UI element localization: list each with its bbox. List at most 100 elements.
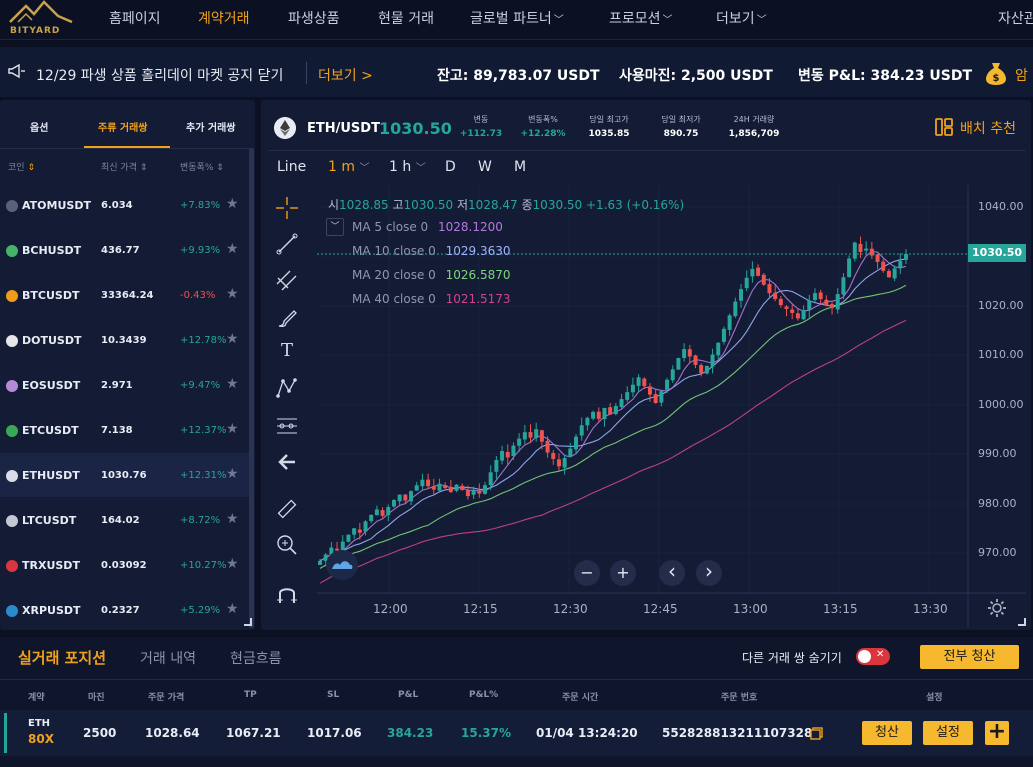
- nav-more[interactable]: 더보기 ﹀: [716, 8, 767, 28]
- nav-promotion-label: 프로모션: [609, 11, 661, 27]
- tf-1m[interactable]: 1 m ﹀: [328, 159, 369, 175]
- channel-icon[interactable]: [276, 270, 298, 292]
- tf-line[interactable]: Line: [277, 159, 307, 175]
- bityard-logo[interactable]: [8, 0, 74, 38]
- favorite-star-icon[interactable]: ★: [226, 466, 239, 482]
- tf-w[interactable]: W: [478, 159, 492, 175]
- tf-1h[interactable]: 1 h ﹀: [389, 159, 426, 175]
- close-all-button[interactable]: 전부 청산: [920, 645, 1019, 669]
- favorite-star-icon[interactable]: ★: [226, 556, 239, 572]
- measure-icon[interactable]: [276, 415, 298, 437]
- stat-high-value: 1035.85: [588, 129, 630, 139]
- candle-body: [568, 448, 573, 457]
- scroll-right-button[interactable]: ›: [696, 560, 722, 586]
- pattern-icon[interactable]: [276, 377, 298, 399]
- nav-contract[interactable]: 계약거래: [198, 11, 250, 27]
- col-header-change[interactable]: 변동폭% ⇕: [180, 160, 224, 173]
- zoom-in-icon[interactable]: [276, 534, 298, 556]
- tab-options[interactable]: 옵션: [30, 123, 49, 134]
- favorite-star-icon[interactable]: ★: [226, 286, 239, 302]
- candle-body: [875, 254, 880, 262]
- market-row[interactable]: EOSUSDT 2.971 +9.47% ★: [0, 363, 250, 407]
- active-tab-indicator: [84, 146, 170, 148]
- notice-extra[interactable]: 암: [1015, 68, 1028, 84]
- market-row[interactable]: ATOMUSDT 6.034 +7.83% ★: [0, 183, 250, 227]
- tf-d[interactable]: D: [445, 159, 456, 175]
- layout-icon[interactable]: [934, 117, 954, 137]
- notice-text[interactable]: 12/29 파생 상품 홀리데이 마켓 공지 닫기: [36, 68, 284, 84]
- pair-name[interactable]: ETH/USDT: [307, 121, 380, 136]
- nav-derivatives[interactable]: 파생상품: [288, 11, 340, 27]
- favorite-star-icon[interactable]: ★: [226, 601, 239, 617]
- favorite-star-icon[interactable]: ★: [226, 511, 239, 527]
- market-row[interactable]: TRXUSDT 0.03092 +10.27% ★: [0, 543, 250, 587]
- text-tool-icon[interactable]: T: [280, 340, 293, 361]
- favorite-star-icon[interactable]: ★: [226, 241, 239, 257]
- crosshair-icon[interactable]: [276, 197, 298, 219]
- nav-promotion[interactable]: 프로모션 ﹀: [609, 8, 673, 28]
- position-settings-button[interactable]: 설정: [923, 721, 973, 745]
- nav-assets[interactable]: 자산관: [998, 11, 1033, 27]
- nav-global-partner[interactable]: 글로벌 파트너 ﹀: [470, 8, 564, 28]
- tf-m[interactable]: M: [514, 159, 527, 175]
- candle-body: [329, 547, 334, 555]
- resize-handle[interactable]: [244, 618, 252, 626]
- nav-spot[interactable]: 현물 거래: [378, 11, 434, 27]
- legend-collapse-button[interactable]: ﹀: [326, 218, 344, 236]
- y-axis-tick-label: 990.00: [978, 447, 1017, 460]
- add-position-button[interactable]: +: [985, 721, 1009, 745]
- recommend-button[interactable]: 배치 추천: [960, 121, 1016, 137]
- market-row[interactable]: XRPUSDT 0.2327 +5.29% ★: [0, 588, 250, 632]
- market-scrollbar[interactable]: [249, 148, 254, 628]
- nav-home[interactable]: 홈페이지: [109, 11, 161, 27]
- coin-symbol: XRPUSDT: [22, 604, 81, 617]
- market-panel: [0, 100, 255, 630]
- zoom-in-button[interactable]: +: [610, 560, 636, 586]
- coin-icon: [6, 290, 18, 302]
- resize-handle[interactable]: [1018, 618, 1026, 626]
- market-row[interactable]: BCHUSDT 436.77 +9.93% ★: [0, 228, 250, 272]
- price-chart[interactable]: [261, 150, 1031, 628]
- coin-change: +5.29%: [180, 605, 221, 616]
- market-row[interactable]: LTCUSDT 164.02 +8.72% ★: [0, 498, 250, 542]
- tab-major-pairs[interactable]: 주류 거래쌍: [98, 123, 148, 134]
- tradingview-logo[interactable]: [326, 550, 358, 580]
- market-row[interactable]: ETHUSDT 1030.76 +12.31% ★: [0, 453, 250, 497]
- back-arrow-icon[interactable]: [276, 451, 298, 473]
- tab-live-positions[interactable]: 실거래 포지션: [18, 649, 107, 667]
- tab-extra-pairs[interactable]: 추가 거래쌍: [186, 123, 236, 134]
- candle-body: [505, 452, 510, 458]
- money-bag-icon[interactable]: $: [985, 60, 1007, 86]
- zoom-out-button[interactable]: −: [574, 560, 600, 586]
- col-settings: 설정: [926, 693, 943, 703]
- candle-body: [545, 440, 550, 453]
- notice-more-link[interactable]: 더보기 >: [318, 68, 373, 84]
- favorite-star-icon[interactable]: ★: [226, 331, 239, 347]
- col-header-coin[interactable]: 코인 ⇕: [8, 160, 35, 173]
- copy-icon[interactable]: [810, 727, 823, 740]
- scroll-left-button[interactable]: ‹: [659, 560, 685, 586]
- market-row[interactable]: DOTUSDT 10.3439 +12.78% ★: [0, 318, 250, 362]
- hide-pairs-toggle[interactable]: ✕: [856, 648, 890, 665]
- settings-gear-icon[interactable]: [987, 598, 1007, 618]
- tab-trade-history[interactable]: 거래 내역: [140, 651, 196, 667]
- favorite-star-icon[interactable]: ★: [226, 196, 239, 212]
- coin-price: 2.971: [101, 380, 133, 391]
- trend-line-icon[interactable]: [276, 233, 298, 255]
- ruler-icon[interactable]: [276, 498, 298, 520]
- close-position-button[interactable]: 청산: [862, 721, 912, 745]
- candle-body: [534, 429, 539, 439]
- market-row[interactable]: BTCUSDT 33364.24 -0.43% ★: [0, 273, 250, 317]
- ohlc-low-label: 저: [457, 198, 469, 212]
- coin-symbol: TRXUSDT: [22, 559, 80, 572]
- tab-divider: [0, 148, 250, 149]
- candle-body: [636, 377, 641, 386]
- col-header-price[interactable]: 최신 가격 ⇕: [101, 160, 147, 173]
- market-row[interactable]: ETCUSDT 7.138 +12.37% ★: [0, 408, 250, 452]
- favorite-star-icon[interactable]: ★: [226, 376, 239, 392]
- magnet-icon[interactable]: [276, 583, 298, 605]
- brush-icon[interactable]: [276, 307, 298, 329]
- tab-cash-flow[interactable]: 현금흐름: [230, 651, 282, 667]
- favorite-star-icon[interactable]: ★: [226, 421, 239, 437]
- coin-icon: [6, 380, 18, 392]
